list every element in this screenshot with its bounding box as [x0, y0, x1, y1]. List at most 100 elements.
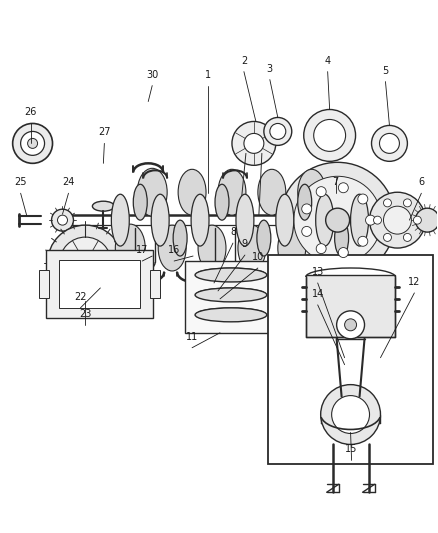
Circle shape [332, 395, 370, 433]
Circle shape [358, 194, 368, 204]
Ellipse shape [258, 169, 286, 215]
Bar [46, 250, 153, 318]
Circle shape [384, 199, 392, 207]
Bar [268, 255, 433, 464]
Ellipse shape [178, 169, 206, 215]
Text: 24: 24 [62, 177, 74, 187]
Bar [150, 270, 160, 298]
Text: 2: 2 [241, 55, 247, 66]
Text: 9: 9 [242, 239, 248, 249]
Text: 11: 11 [186, 332, 198, 342]
Circle shape [304, 109, 356, 161]
Ellipse shape [276, 194, 294, 246]
Circle shape [60, 237, 111, 289]
Circle shape [326, 208, 350, 232]
Ellipse shape [137, 168, 167, 216]
Circle shape [371, 125, 407, 161]
Ellipse shape [236, 194, 254, 246]
Text: 30: 30 [146, 70, 159, 79]
Ellipse shape [318, 225, 346, 271]
Circle shape [270, 124, 286, 140]
Text: 14: 14 [311, 289, 324, 299]
Circle shape [338, 183, 348, 193]
Circle shape [52, 209, 74, 231]
Circle shape [75, 253, 95, 273]
Ellipse shape [133, 184, 147, 220]
Ellipse shape [111, 194, 129, 246]
Ellipse shape [115, 224, 145, 272]
Circle shape [316, 244, 326, 254]
Circle shape [358, 236, 368, 246]
Ellipse shape [298, 184, 312, 220]
Ellipse shape [316, 194, 334, 246]
Bar [39, 270, 49, 298]
Text: 10: 10 [252, 252, 264, 262]
Circle shape [374, 216, 381, 224]
Text: 15: 15 [346, 445, 358, 455]
Circle shape [338, 247, 348, 257]
Circle shape [384, 206, 411, 234]
Ellipse shape [191, 194, 209, 246]
Ellipse shape [350, 194, 368, 246]
Circle shape [21, 132, 45, 155]
Circle shape [415, 208, 438, 232]
Circle shape [345, 319, 357, 331]
Circle shape [280, 163, 396, 278]
Circle shape [379, 133, 399, 154]
Circle shape [57, 215, 67, 225]
Ellipse shape [238, 225, 266, 271]
Text: 8: 8 [230, 227, 236, 237]
Circle shape [337, 311, 364, 339]
Circle shape [321, 385, 381, 445]
Ellipse shape [195, 268, 267, 282]
Ellipse shape [151, 194, 169, 246]
Text: 25: 25 [14, 177, 27, 187]
Text: 7: 7 [332, 177, 339, 187]
Circle shape [302, 227, 312, 236]
Text: 16: 16 [168, 245, 180, 255]
Circle shape [302, 204, 312, 214]
Text: 17: 17 [136, 245, 148, 255]
Text: 6: 6 [418, 177, 424, 187]
Ellipse shape [198, 225, 226, 271]
Text: 5: 5 [382, 66, 389, 76]
Circle shape [403, 199, 411, 207]
Text: 12: 12 [408, 277, 420, 287]
Ellipse shape [278, 225, 306, 271]
Ellipse shape [173, 220, 187, 256]
Circle shape [28, 139, 38, 148]
Circle shape [314, 119, 346, 151]
Circle shape [244, 133, 264, 154]
Circle shape [413, 216, 421, 224]
Circle shape [370, 192, 425, 248]
Text: 23: 23 [79, 309, 92, 319]
Circle shape [366, 215, 375, 225]
Circle shape [316, 187, 326, 197]
Ellipse shape [195, 308, 267, 322]
Ellipse shape [195, 288, 267, 302]
Ellipse shape [158, 225, 186, 271]
Text: 4: 4 [325, 55, 331, 66]
Text: 27: 27 [98, 127, 111, 138]
Ellipse shape [218, 169, 246, 215]
Ellipse shape [215, 184, 229, 220]
Circle shape [13, 124, 53, 163]
Bar [59, 260, 140, 308]
Circle shape [294, 176, 381, 264]
Circle shape [384, 233, 392, 241]
Circle shape [232, 122, 276, 165]
Text: 1: 1 [205, 70, 211, 79]
Bar [306, 275, 396, 337]
Ellipse shape [335, 220, 349, 256]
Bar [185, 261, 277, 333]
Circle shape [403, 233, 411, 241]
Ellipse shape [298, 169, 326, 215]
Circle shape [264, 117, 292, 146]
Text: 26: 26 [25, 108, 37, 117]
Text: 3: 3 [267, 63, 273, 74]
Ellipse shape [257, 220, 271, 256]
Ellipse shape [92, 201, 114, 211]
Text: 22: 22 [74, 292, 87, 302]
Text: 13: 13 [311, 267, 324, 277]
Circle shape [48, 225, 124, 301]
